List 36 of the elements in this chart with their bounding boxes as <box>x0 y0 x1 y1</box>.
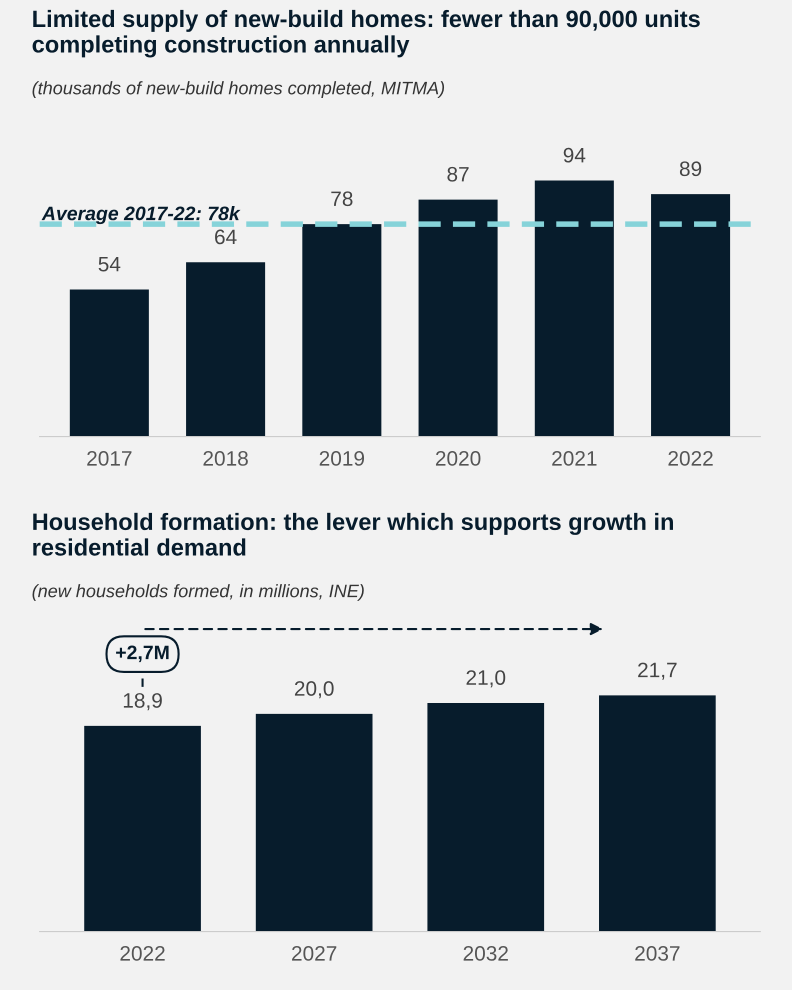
bar <box>256 714 373 932</box>
data-label: 89 <box>680 161 702 176</box>
data-label: 21,7 <box>638 662 677 680</box>
chart-title: Household formation: the lever which supports growth in residential demand <box>33 512 673 556</box>
x-tick-label: 2022 <box>120 946 165 961</box>
x-tick-label: 2022 <box>668 451 713 466</box>
x-tick-label: 2020 <box>436 451 480 466</box>
data-label: 21,0 <box>466 670 506 688</box>
bar <box>70 290 149 437</box>
text: +2,7M <box>116 646 169 662</box>
bar <box>599 695 716 932</box>
bar <box>534 180 614 437</box>
bar <box>427 702 544 932</box>
bar <box>84 726 201 932</box>
x-tick-label: 2019 <box>320 451 364 466</box>
data-label: 87 <box>447 166 469 182</box>
x-tick-label: 2021 <box>552 451 596 466</box>
bar <box>651 194 730 437</box>
x-tick-label: 2037 <box>635 946 680 961</box>
bar <box>302 224 382 437</box>
data-label: 20,0 <box>294 681 334 698</box>
ref-line-label: Average 2017-22: 78k <box>42 206 241 224</box>
x-tick-label: 2018 <box>203 451 248 466</box>
x-tick-label: 2032 <box>464 946 508 961</box>
chart-subtitle: (new households formed, in millions, INE) <box>32 584 364 601</box>
x-tick-label: 2017 <box>87 451 132 466</box>
data-label: 18,9 <box>124 693 162 710</box>
data-label: 78 <box>331 191 353 206</box>
data-label: 64 <box>215 230 237 244</box>
chart-subtitle: (thousands of new-build homes completed, MITMA) <box>32 81 444 98</box>
bar <box>418 200 498 437</box>
data-label: 94 <box>564 148 586 163</box>
chart-title: Limited supply of new-build homes: fewer than 90,000 units completing construction annually <box>32 10 700 58</box>
data-label: 54 <box>98 256 120 272</box>
bar <box>186 262 266 437</box>
x-tick-label: 2027 <box>292 946 336 961</box>
